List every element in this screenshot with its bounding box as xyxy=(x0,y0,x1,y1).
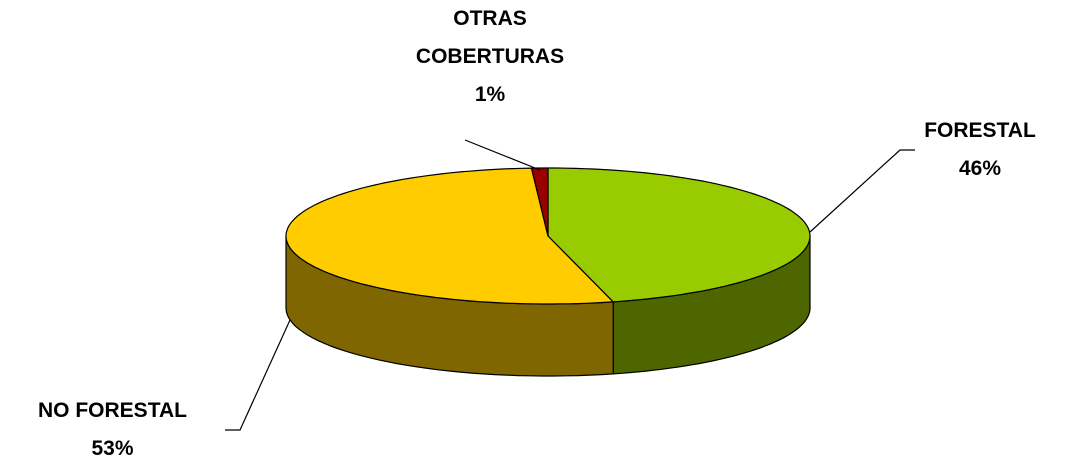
leader-line xyxy=(809,149,915,233)
category-label: FORESTAL xyxy=(924,119,1036,142)
leader-line xyxy=(225,319,291,431)
leader-line xyxy=(464,139,541,171)
slice xyxy=(285,167,614,305)
category-label: OTRAS COBERTURAS xyxy=(415,7,565,68)
slice-label: OTRAS COBERTURAS 1% xyxy=(395,0,585,114)
category-label: NO FORESTAL xyxy=(38,399,187,422)
pie xyxy=(285,167,811,377)
value-label: 46% xyxy=(958,157,1002,180)
slice-label: NO FORESTAL 53% xyxy=(0,392,225,456)
slice xyxy=(530,167,549,237)
slice-label: FORESTAL 46% xyxy=(900,112,1060,188)
slice xyxy=(547,167,811,303)
value-label: 1% xyxy=(474,83,506,106)
value-label: 53% xyxy=(91,437,134,456)
